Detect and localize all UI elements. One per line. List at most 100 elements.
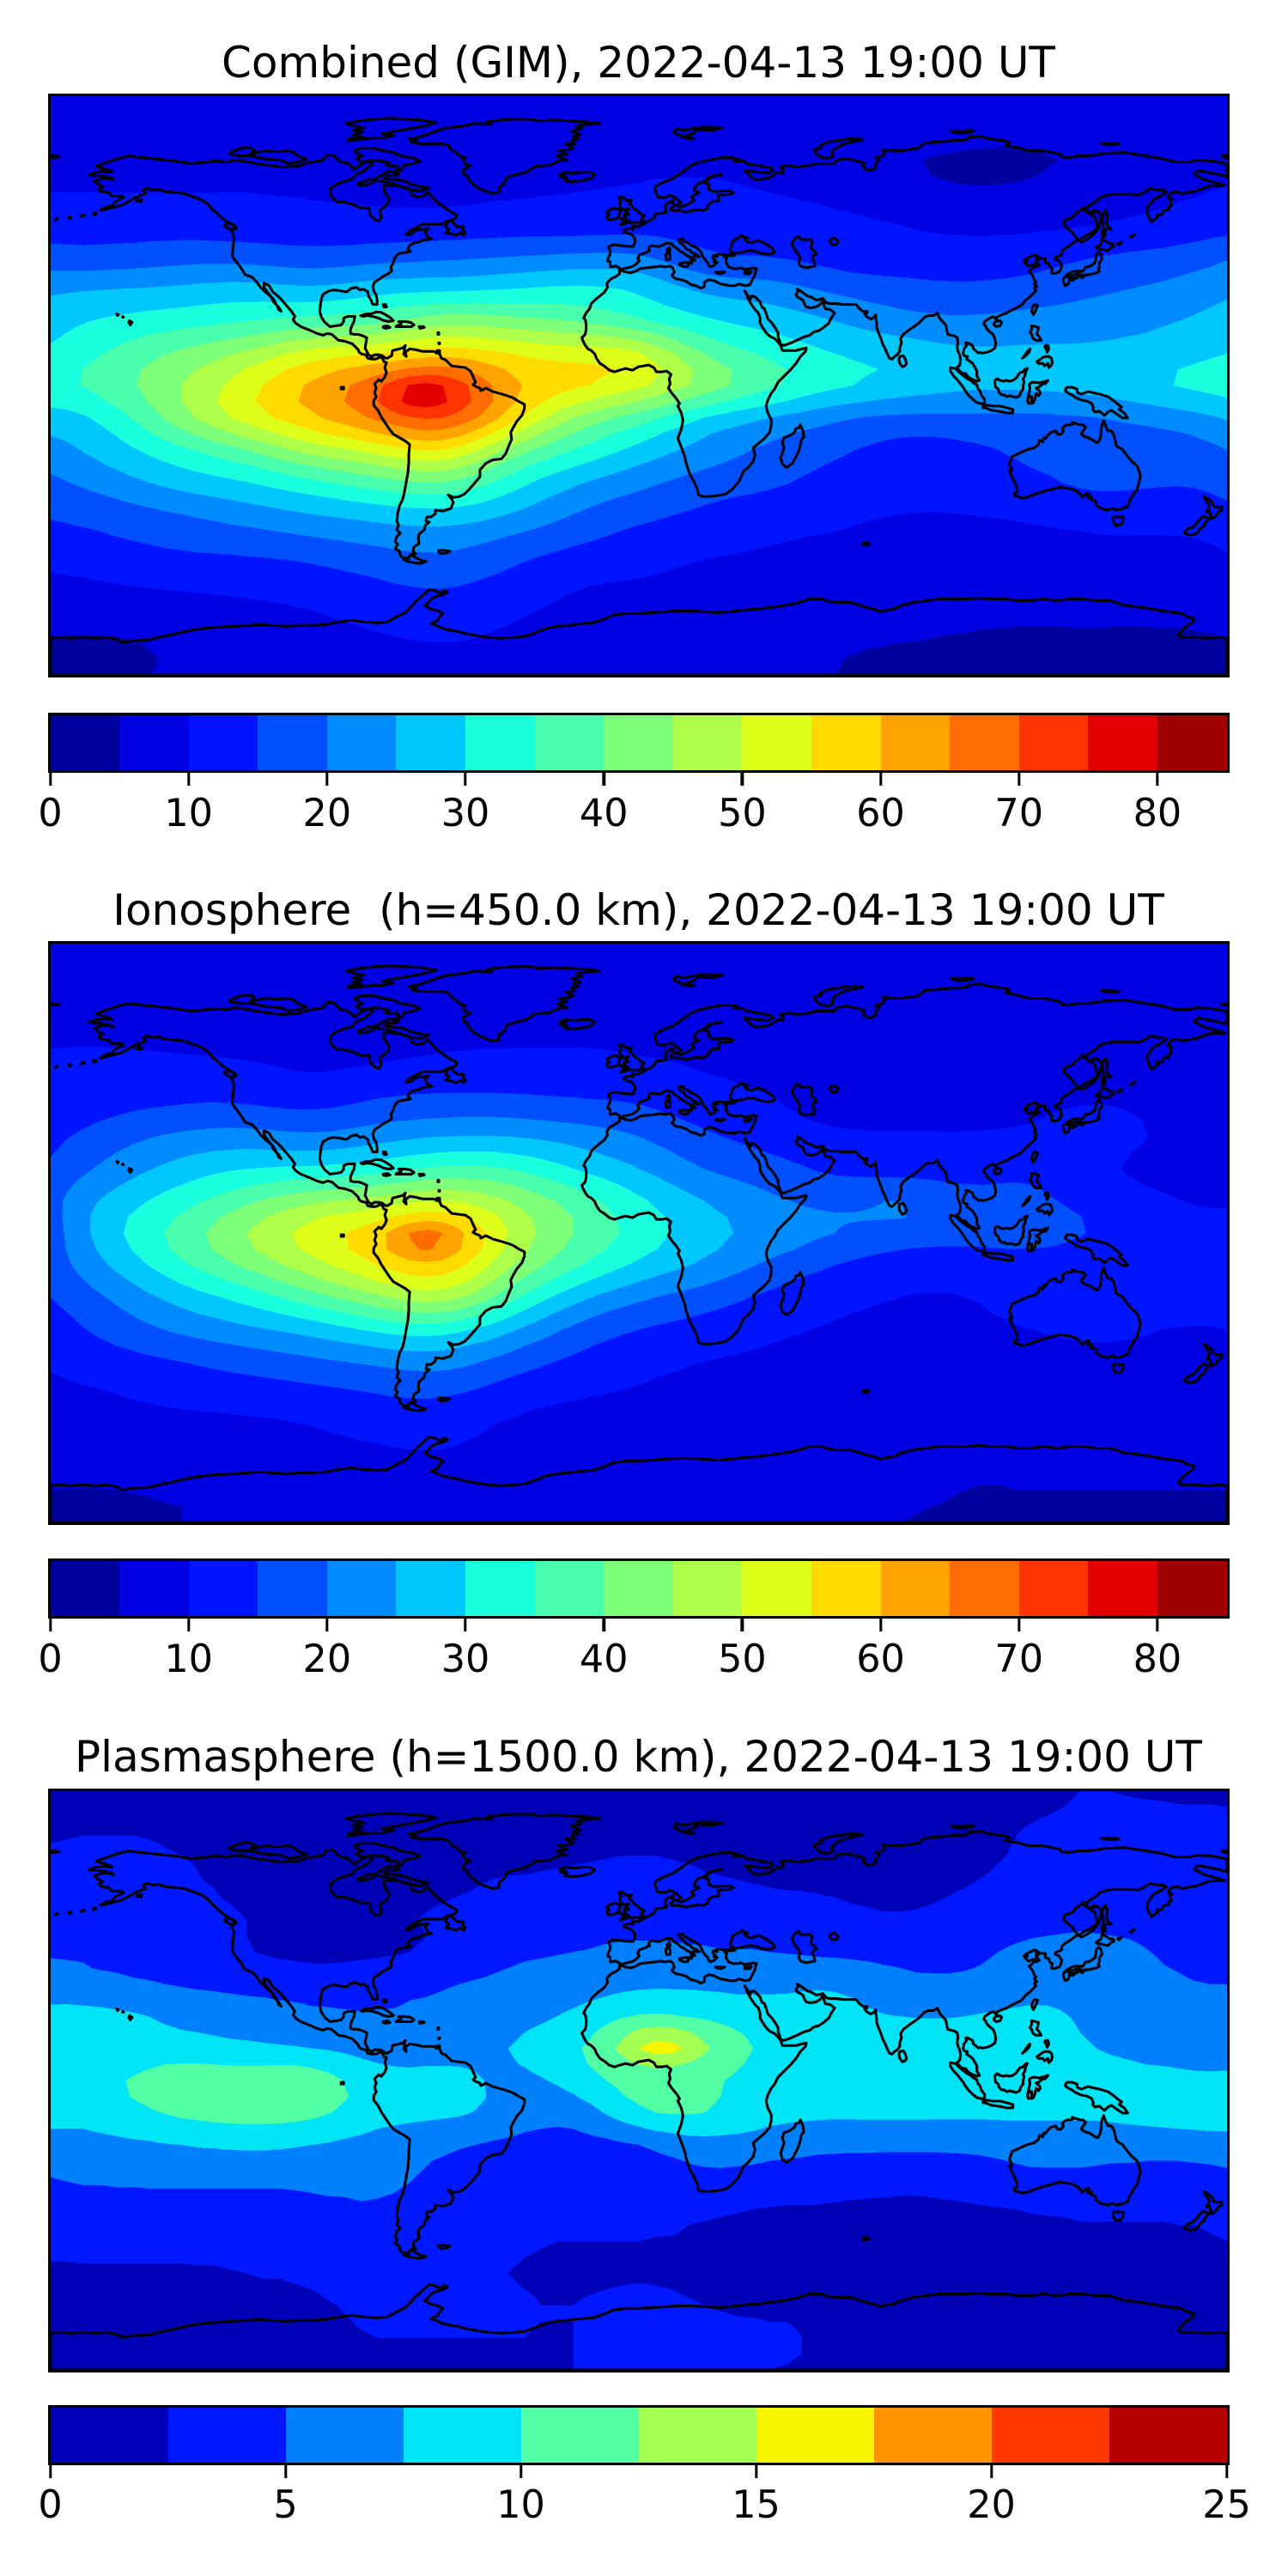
colorbar-segment — [1088, 1561, 1157, 1616]
coastlines-2 — [50, 1811, 1227, 2370]
colorbar-tick-label: 40 — [579, 1637, 629, 1681]
colorbar-segment — [880, 715, 951, 770]
colorbar-tick-label: 20 — [302, 791, 352, 835]
colorbar-ticks-2 — [48, 2464, 1229, 2478]
colorbar-tick-label: 15 — [732, 2483, 781, 2527]
colorbar-segment — [465, 1561, 535, 1616]
colorbar-segment — [50, 2407, 168, 2463]
colorbar-segment — [604, 715, 673, 770]
panel-title-2: Plasmasphere (h=1500.0 km), 2022-04-13 1… — [75, 1732, 1202, 1783]
colorbar-tick-label: 20 — [967, 2483, 1016, 2527]
colorbar-segment — [326, 1561, 397, 1616]
colorbar-segment — [1157, 1561, 1227, 1616]
colorbar-tick — [464, 773, 467, 786]
colorbar-segment — [1157, 715, 1227, 770]
coastlines-1 — [50, 963, 1227, 1522]
colorbar-tick — [48, 773, 52, 786]
colorbar-tick-label: 50 — [718, 791, 767, 835]
colorbar-segment — [756, 2407, 874, 2463]
colorbar-labels-1: 0 10 20 30 40 50 60 70 80 — [38, 1637, 1227, 1681]
colorbar-segment — [1018, 715, 1089, 770]
colorbar-tick — [602, 1619, 605, 1631]
colorbar-tick — [48, 2464, 52, 2478]
colorbar-2 — [47, 2404, 1230, 2465]
colorbar-tick-label: 10 — [164, 791, 213, 835]
contour-field-1 — [50, 943, 1227, 1522]
colorbar-tick — [602, 773, 605, 786]
colorbar-tick — [48, 1619, 52, 1631]
colorbar-tick-label: 80 — [1133, 791, 1182, 835]
colorbar-tick-label: 70 — [994, 791, 1044, 835]
colorbar-segment — [285, 2407, 404, 2463]
colorbar-segment — [326, 715, 397, 770]
colorbar-segment — [258, 1561, 327, 1616]
colorbar-ticks-1 — [48, 1619, 1227, 1631]
colorbar-segment — [534, 1561, 605, 1616]
colorbar-tick-label: 30 — [440, 791, 490, 835]
colorbar-tick-label: 80 — [1133, 1637, 1182, 1681]
colorbar-tick — [1156, 773, 1159, 786]
colorbar-tick — [740, 1619, 744, 1631]
colorbar-labels-0: 0 10 20 30 40 50 60 70 80 — [38, 791, 1227, 835]
panel-title-1: Ionosphere (h=450.0 km), 2022-04-13 19:0… — [112, 885, 1164, 936]
colorbar-segment — [1109, 2407, 1227, 2463]
colorbar-ticks-0 — [48, 773, 1227, 786]
colorbar-tick — [325, 773, 329, 786]
colorbar-labels-2: 0 5 10 15 20 25 — [38, 2483, 1250, 2527]
colorbar-tick — [283, 2464, 288, 2478]
colorbar-segment — [119, 1561, 189, 1616]
colorbar-tick — [325, 1619, 329, 1631]
map-axes-0 — [47, 93, 1230, 677]
colorbar-tick — [754, 2464, 758, 2478]
colorbar-tick — [740, 773, 744, 786]
colorbar-segment — [520, 2407, 639, 2463]
colorbar-segment — [672, 1561, 743, 1616]
colorbar-tick-label: 40 — [579, 791, 629, 835]
coastlines-0 — [50, 116, 1227, 675]
contour-field-2 — [50, 1790, 1227, 2370]
colorbar-tick — [878, 1619, 883, 1631]
colorbar-segment — [991, 2407, 1109, 2463]
colorbar-tick — [878, 773, 883, 786]
colorbar-tick-label: 5 — [273, 2483, 298, 2527]
colorbar-segment — [880, 1561, 951, 1616]
colorbar-tick-label: 30 — [440, 1637, 490, 1681]
colorbar-segment — [403, 2407, 521, 2463]
colorbar-segment — [465, 715, 535, 770]
colorbar-segment — [811, 1561, 881, 1616]
colorbar-tick — [989, 2464, 993, 2478]
colorbar-segment — [258, 715, 327, 770]
contour-field-0 — [50, 95, 1227, 675]
colorbar-segment — [1018, 1561, 1089, 1616]
colorbar-segment — [742, 1561, 812, 1616]
colorbar-segment — [1088, 715, 1157, 770]
colorbar-segment — [396, 1561, 466, 1616]
colorbar-tick-label: 0 — [38, 2483, 63, 2527]
panel-title-0: Combined (GIM), 2022-04-13 19:00 UT — [222, 38, 1055, 88]
colorbar-segment — [50, 715, 120, 770]
colorbar-tick — [186, 1619, 191, 1631]
map-axes-1 — [47, 940, 1230, 1525]
colorbar-segment — [534, 715, 605, 770]
colorbar-segment — [638, 2407, 756, 2463]
colorbar-0 — [47, 713, 1230, 773]
colorbar-segment — [50, 1561, 120, 1616]
colorbar-segment — [188, 1561, 258, 1616]
colorbar-tick-label: 50 — [718, 1637, 767, 1681]
colorbar-segment — [950, 715, 1019, 770]
colorbar-tick — [1018, 1619, 1021, 1631]
colorbar-tick — [519, 2464, 523, 2478]
colorbar-segment — [604, 1561, 673, 1616]
colorbar-tick-label: 60 — [856, 1637, 905, 1681]
colorbar-tick — [464, 1619, 467, 1631]
colorbar-segment — [188, 715, 258, 770]
colorbar-tick-label: 0 — [38, 1637, 63, 1681]
colorbar-segment — [873, 2407, 992, 2463]
colorbar-tick — [1156, 1619, 1159, 1631]
colorbar-segment — [742, 715, 812, 770]
colorbar-tick-label: 10 — [164, 1637, 213, 1681]
